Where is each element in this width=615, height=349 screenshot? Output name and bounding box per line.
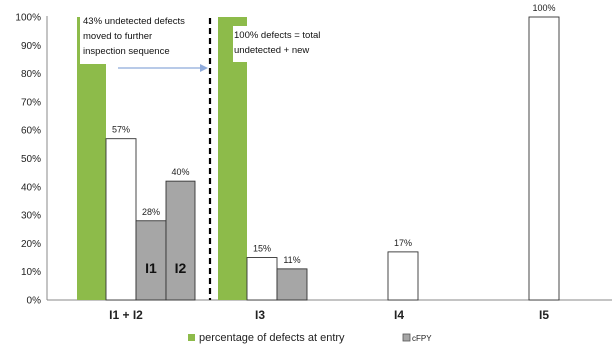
bar-data-label: 11% xyxy=(283,255,300,265)
legend-label-cfpy: cFPY xyxy=(412,334,432,343)
bar-cfpy xyxy=(135,220,167,301)
bar-data-label: 17% xyxy=(394,238,412,248)
y-tick-label: 90% xyxy=(21,41,41,52)
bar-data-label: 15% xyxy=(253,244,271,254)
category-labels: I1 + I2 I3 I4 I5 xyxy=(109,308,549,322)
annotation-note-2: 100% defects = total undetected + new xyxy=(234,30,323,56)
legend-label-defects: percentage of defects at entry xyxy=(199,332,345,344)
bar-inner-label: I2 xyxy=(175,260,187,276)
x-category-label: I5 xyxy=(539,308,549,322)
legend-swatch-defects xyxy=(188,334,195,341)
bar-cfpy xyxy=(165,180,196,301)
y-tick-label: 100% xyxy=(15,13,41,24)
legend-swatch-cfpy xyxy=(402,333,411,342)
legend: percentage of defects at entry cFPY xyxy=(188,332,432,344)
x-category-label: I3 xyxy=(255,308,265,322)
data-labels: 57% 28% I1 40% I2 15% 11% 17% 100% xyxy=(112,3,556,276)
bar-data-label: 40% xyxy=(171,167,189,177)
bar-defects-at-entry xyxy=(77,17,106,300)
annotation-box-2 xyxy=(233,26,333,62)
bar-data-label: 28% xyxy=(142,207,160,217)
y-tick-label: 20% xyxy=(21,239,41,250)
y-tick-label: 0% xyxy=(27,296,42,307)
x-category-label: I4 xyxy=(394,308,404,322)
bar-inner-label: I1 xyxy=(145,260,157,276)
annotation-box-1 xyxy=(80,14,208,64)
bar-remaining xyxy=(105,138,137,301)
bars xyxy=(77,16,560,301)
y-tick-labels: 0% 10% 20% 30% 40% 50% 60% 70% 80% 90% 100% xyxy=(15,13,41,307)
y-tick-label: 40% xyxy=(21,182,41,193)
bar-remaining xyxy=(387,251,419,301)
y-tick-label: 80% xyxy=(21,69,41,80)
y-tick-label: 50% xyxy=(21,154,41,165)
y-tick-label: 60% xyxy=(21,126,41,137)
y-tick-label: 10% xyxy=(21,267,41,278)
y-tick-label: 30% xyxy=(21,211,41,222)
bar-cfpy xyxy=(276,268,308,301)
x-category-label: I1 + I2 xyxy=(109,308,143,322)
bar-remaining xyxy=(528,16,560,301)
bar-data-label: 57% xyxy=(112,125,130,135)
annotation-note-1: 43% undetected defects moved to further … xyxy=(83,16,188,57)
bar-data-label: 100% xyxy=(532,3,555,13)
bar-defects-at-entry xyxy=(218,17,247,300)
bar-remaining xyxy=(246,257,278,301)
y-tick-label: 70% xyxy=(21,97,41,108)
